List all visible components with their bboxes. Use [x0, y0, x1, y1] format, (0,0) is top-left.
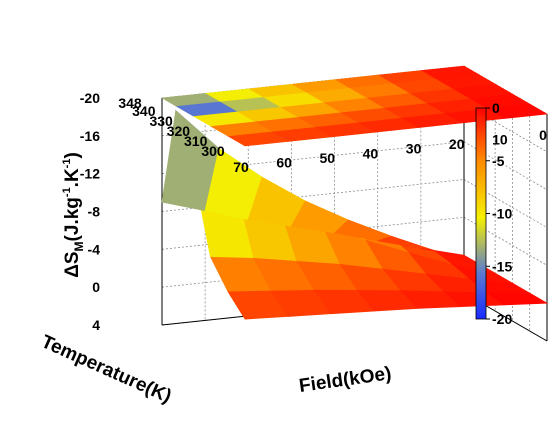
z-tick-label: -4: [88, 241, 101, 257]
z-axis-title: ΔSM(J.kg-1.K-1): [61, 152, 86, 278]
grid-line: [161, 216, 465, 250]
svg-text:ΔSM(J.kg-1.K-1): ΔSM(J.kg-1.K-1): [61, 152, 86, 278]
x-tick-label: 320: [167, 123, 191, 139]
floor-cell: [161, 93, 220, 107]
y-tick-label: 70: [233, 159, 249, 175]
z-tick-label: -16: [80, 128, 100, 144]
y-axis-title: Field(kOe): [298, 363, 393, 397]
y-tick-label: 20: [449, 136, 465, 152]
y-tick-label: 0: [539, 127, 547, 143]
grid-line: [161, 141, 465, 175]
colorbar-tick-label: -20: [492, 311, 512, 327]
z-axis-title-unit-a: (J.kg: [62, 197, 83, 241]
z-axis-title-unit-b: .K: [62, 168, 83, 187]
floor-projection: [161, 65, 548, 147]
z-tick-label: -12: [80, 166, 100, 182]
x-axis-title: Temperature(K): [38, 331, 174, 407]
x-tick-label: 300: [201, 143, 225, 159]
z-axis-title-sub: M: [72, 241, 86, 251]
z-tick-label: 0: [92, 279, 100, 295]
surface-cell: [420, 248, 479, 264]
z-tick-label: -20: [80, 90, 100, 106]
colorbar-tick-label: -10: [492, 206, 512, 222]
z-axis-title-sup-b: -1: [61, 159, 73, 169]
colorbar-tick-label: -15: [492, 258, 512, 274]
y-tick-label: 10: [492, 132, 508, 148]
y-tick-label: 60: [276, 154, 292, 170]
grid-line: [161, 179, 465, 212]
x-tick-label: 310: [184, 133, 208, 149]
z-tick-label: -8: [88, 204, 101, 220]
z-tick-label: 4: [92, 317, 100, 333]
z-axis-title-unit-c: ): [62, 152, 83, 158]
entropy-surface: [161, 109, 549, 320]
y-tick-label: 50: [319, 150, 335, 166]
colorbar-tick-label: 0: [492, 100, 500, 116]
colorbar-tick-label: -5: [492, 153, 505, 169]
z-axis-title-sup-a: -1: [61, 187, 73, 197]
x-tick-label: 348: [118, 95, 142, 111]
colorbar: [475, 107, 487, 320]
colorbar-ticks: 0 -5 -10 -15 -20: [486, 100, 512, 327]
x-tick-label: 330: [149, 113, 173, 129]
x-tick-label: 340: [132, 103, 156, 119]
y-tick-label: 40: [363, 145, 379, 161]
y-tick-label: 30: [406, 141, 422, 157]
z-axis-title-main: ΔS: [62, 251, 83, 277]
